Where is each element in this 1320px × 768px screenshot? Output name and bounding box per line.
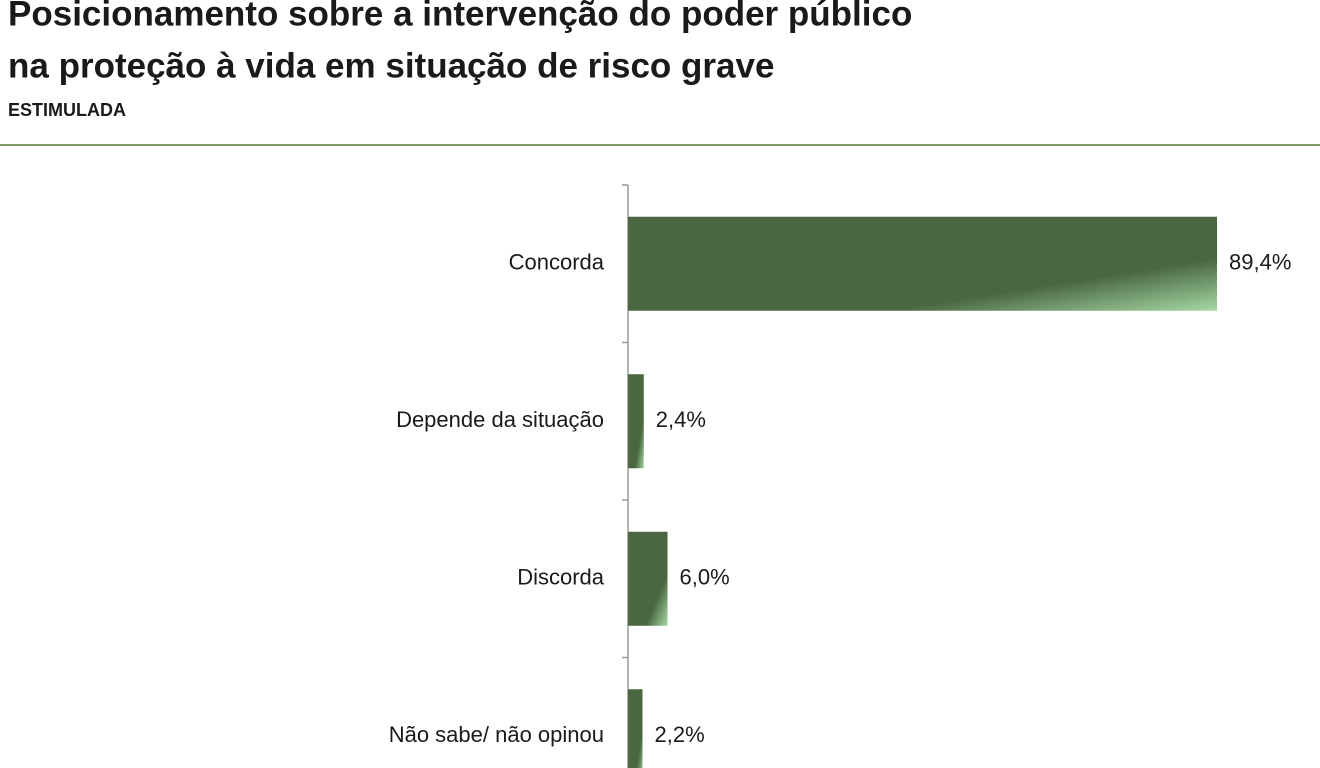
value-label: 2,2% — [654, 722, 704, 747]
bar — [628, 374, 644, 469]
chart-title: na proteção à vida em situação de risco … — [8, 46, 774, 85]
bar — [628, 216, 1217, 311]
bar — [628, 689, 643, 768]
category-label: Discorda — [517, 565, 605, 590]
category-label: Concorda — [509, 250, 605, 275]
value-label: 6,0% — [680, 565, 730, 590]
value-label: 89,4% — [1229, 250, 1291, 275]
chart-title: Posicionamento sobre a intervenção do po… — [8, 0, 912, 33]
value-label: 2,4% — [656, 407, 706, 432]
category-label: Não sabe/ não opinou — [389, 722, 604, 747]
bar — [628, 531, 668, 626]
category-label: Depende da situação — [396, 407, 604, 432]
chart-subtitle: ESTIMULADA — [8, 100, 126, 120]
